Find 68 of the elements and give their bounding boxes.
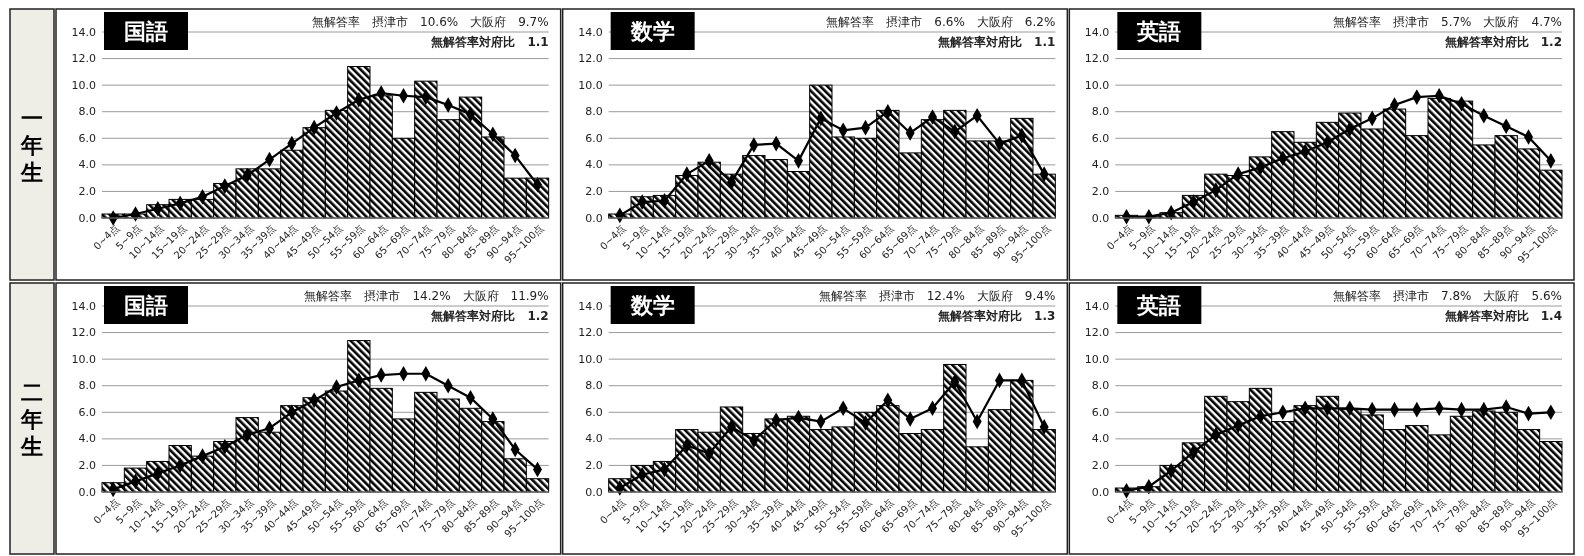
y-axis-title: 二年生 bbox=[20, 380, 43, 459]
text: 無解答率 摂津市 6.6% 大阪府 6.2% bbox=[826, 15, 1056, 29]
y-tick-label: 10.0 bbox=[578, 352, 603, 366]
y-tick-label: 14.0 bbox=[578, 299, 603, 313]
y-tick-label: 6.0 bbox=[78, 131, 96, 145]
text: 無解答率 摂津市 7.8% 大阪府 5.6% bbox=[1333, 289, 1562, 303]
y-tick-label: 6.0 bbox=[585, 405, 603, 419]
annotation: 無解答率対府比 1.4 bbox=[1443, 309, 1562, 323]
annotation: 無解答率対府比 1.2 bbox=[1443, 35, 1562, 49]
y-tick-label: 8.0 bbox=[585, 105, 603, 119]
annotation: 無解答率対府比 1.1 bbox=[937, 35, 1056, 49]
y-tick-label: 0.0 bbox=[78, 211, 96, 225]
y-axis-title: 一年生 bbox=[20, 106, 43, 185]
y-tick-label: 4.0 bbox=[585, 158, 603, 172]
chart-title: 国語 bbox=[124, 18, 168, 44]
y-tick-label: 0.0 bbox=[1091, 485, 1110, 499]
chart-title: 数学 bbox=[629, 292, 675, 318]
y-tick-label: 6.0 bbox=[585, 131, 603, 145]
y-tick-label: 12.0 bbox=[578, 52, 603, 66]
text: 無解答率 摂津市 5.7% 大阪府 4.7% bbox=[1333, 15, 1562, 29]
y-tick-label: 12.0 bbox=[1084, 326, 1110, 340]
chart-title: 英語 bbox=[1136, 18, 1182, 44]
y-tick-label: 0.0 bbox=[585, 211, 603, 225]
y-tick-label: 2.0 bbox=[78, 184, 96, 198]
y-tick-label: 10.0 bbox=[1084, 78, 1110, 92]
y-tick-label: 8.0 bbox=[1091, 379, 1110, 393]
y-tick-label: 2.0 bbox=[1091, 458, 1110, 472]
y-tick-label: 4.0 bbox=[78, 158, 96, 172]
y-tick-label: 0.0 bbox=[1091, 211, 1110, 225]
y-tick-label: 2.0 bbox=[1091, 184, 1110, 198]
y-tick-label: 4.0 bbox=[585, 432, 603, 446]
y-tick-label: 12.0 bbox=[578, 326, 603, 340]
y-tick-label: 6.0 bbox=[1091, 405, 1110, 419]
y-tick-label: 10.0 bbox=[1084, 352, 1110, 366]
annotation: 無解答率対府比 1.2 bbox=[430, 309, 549, 323]
y-tick-label: 8.0 bbox=[78, 105, 96, 119]
y-tick-label: 14.0 bbox=[1084, 25, 1110, 39]
text: 無解答率 摂津市 12.4% 大阪府 9.4% bbox=[818, 289, 1056, 303]
y-tick-label: 0.0 bbox=[585, 485, 603, 499]
y-tick-label: 8.0 bbox=[585, 379, 603, 393]
y-tick-label: 14.0 bbox=[71, 299, 96, 313]
y-tick-label: 14.0 bbox=[71, 25, 96, 39]
y-tick-label: 4.0 bbox=[1091, 158, 1110, 172]
y-tick-label: 10.0 bbox=[71, 352, 96, 366]
y-tick-label: 2.0 bbox=[78, 458, 96, 472]
y-tick-label: 6.0 bbox=[1091, 131, 1110, 145]
y-tick-label: 12.0 bbox=[1084, 52, 1110, 66]
y-tick-label: 10.0 bbox=[71, 78, 96, 92]
y-tick-label: 2.0 bbox=[585, 184, 603, 198]
y-tick-label: 4.0 bbox=[1091, 432, 1110, 446]
y-tick-label: 14.0 bbox=[1084, 299, 1110, 313]
annotation: 無解答率対府比 1.3 bbox=[937, 309, 1056, 323]
y-tick-label: 14.0 bbox=[578, 25, 603, 39]
text: 無解答率 摂津市 14.2% 大阪府 11.9% bbox=[304, 289, 549, 303]
annotation: 無解答率対府比 1.1 bbox=[430, 35, 549, 49]
chart-title: 数学 bbox=[629, 18, 675, 44]
y-tick-label: 12.0 bbox=[71, 326, 96, 340]
y-tick-label: 8.0 bbox=[1091, 105, 1110, 119]
y-tick-label: 4.0 bbox=[78, 432, 96, 446]
y-tick-label: 0.0 bbox=[78, 485, 96, 499]
chart-title: 国語 bbox=[124, 292, 168, 318]
y-tick-label: 6.0 bbox=[78, 405, 96, 419]
text: 無解答率 摂津市 10.6% 大阪府 9.7% bbox=[312, 15, 549, 29]
y-tick-label: 8.0 bbox=[78, 379, 96, 393]
chart-title: 英語 bbox=[1136, 292, 1182, 318]
y-tick-label: 2.0 bbox=[585, 458, 603, 472]
y-tick-label: 10.0 bbox=[578, 78, 603, 92]
y-tick-label: 12.0 bbox=[71, 52, 96, 66]
